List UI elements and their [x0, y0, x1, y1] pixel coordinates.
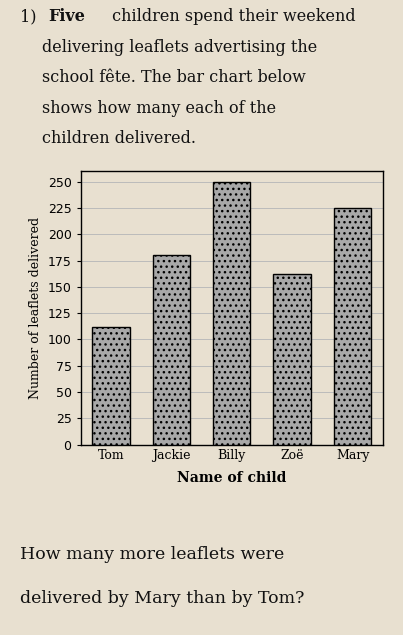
Text: children delivered.: children delivered.: [42, 130, 196, 147]
Bar: [92, 327, 130, 444]
Bar: [334, 208, 371, 444]
Bar: [273, 274, 311, 444]
Y-axis label: Number of leaflets delivered: Number of leaflets delivered: [29, 217, 42, 399]
Bar: [213, 182, 250, 444]
Text: delivered by Mary than by Tom?: delivered by Mary than by Tom?: [20, 590, 305, 606]
Text: shows how many each of the: shows how many each of the: [42, 100, 276, 117]
Text: school fête. The bar chart below: school fête. The bar chart below: [42, 69, 306, 86]
Text: Five: Five: [48, 8, 85, 25]
Text: 1): 1): [20, 8, 42, 25]
X-axis label: Name of child: Name of child: [177, 471, 287, 485]
Text: children spend their weekend: children spend their weekend: [107, 8, 355, 25]
Bar: [152, 255, 190, 444]
Text: delivering leaflets advertising the: delivering leaflets advertising the: [42, 39, 318, 56]
Text: How many more leaflets were: How many more leaflets were: [20, 547, 285, 563]
